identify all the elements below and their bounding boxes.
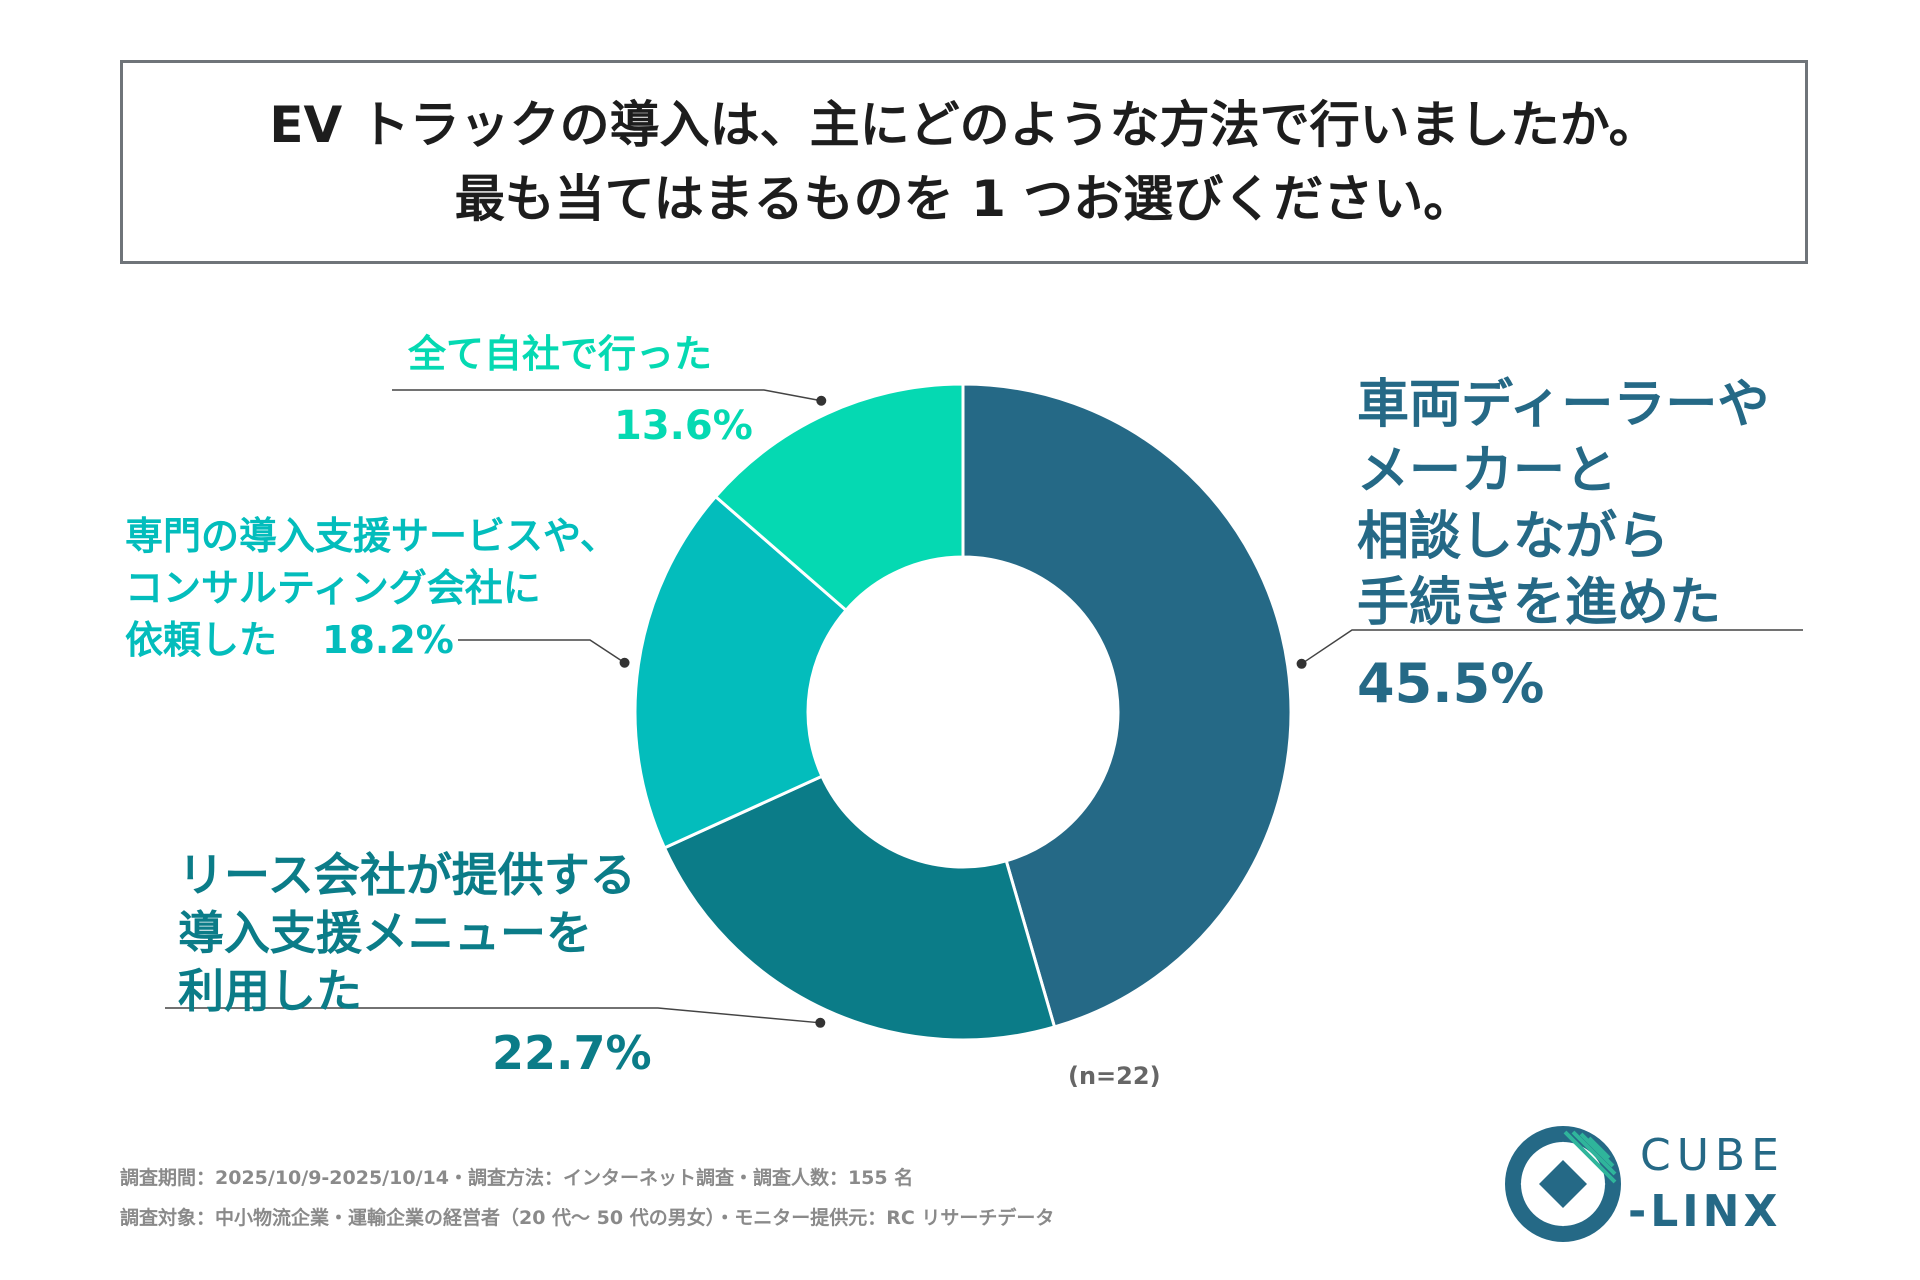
logo-text-cube: CUBE xyxy=(1640,1130,1785,1181)
slice-label-leasing: リース会社が提供する 導入支援メニューを 利用した xyxy=(178,846,636,1020)
question-title-line-1: EV トラックの導入は、主にどのような方法で行いましたか。 xyxy=(269,96,1659,154)
slice-label-dealer-line: 車両ディーラーや xyxy=(1357,375,1770,435)
donut-slice-dealer xyxy=(961,382,1293,1029)
slice-value-leasing: 22.7% xyxy=(492,1026,652,1080)
leader-line-inhouse xyxy=(392,389,822,402)
logo-text-linx: -LINX xyxy=(1628,1186,1782,1237)
slice-label-consulting-line: 依頼した xyxy=(125,618,278,662)
leader-line-inhouse-dot xyxy=(816,395,827,406)
leader-line-dealer-dot xyxy=(1296,658,1307,669)
slice-value-inhouse: 13.6% xyxy=(614,403,753,449)
leader-line-consulting xyxy=(458,639,625,664)
slice-label-leasing-line: 利用した xyxy=(178,964,362,1018)
question-title-box: EV トラックの導入は、主にどのような方法で行いましたか。 最も当てはまるものを… xyxy=(120,60,1808,264)
slice-label-leasing-line: リース会社が提供する xyxy=(178,848,636,902)
slice-label-consulting-line: コンサルティング会社に xyxy=(125,566,541,610)
slice-label-dealer-line: 手続きを進めた xyxy=(1357,573,1722,633)
logo-mark-icon xyxy=(1505,1126,1621,1242)
leader-line-leasing-dot xyxy=(815,1017,826,1028)
slice-label-dealer-line: 相談しながら xyxy=(1357,507,1670,567)
slice-label-consulting-line: 専門の導入支援サービスや、 xyxy=(125,514,618,558)
donut-slice-consulting xyxy=(633,494,849,850)
footer-survey-period: 調査期間：2025/10/9-2025/10/14・調査方法：インターネット調査… xyxy=(120,1167,914,1189)
leader-lines xyxy=(165,389,1803,1028)
donut-slice-inhouse xyxy=(713,382,965,613)
slice-value-dealer: 45.5% xyxy=(1357,652,1545,715)
slice-value-consulting: 18.2% xyxy=(322,618,454,662)
slice-label-inhouse: 全て自社で行った xyxy=(408,332,713,376)
slice-label-leasing-line: 導入支援メニューを xyxy=(178,906,592,960)
question-title-line-2: 最も当てはまるものを 1 つお選びください。 xyxy=(454,170,1474,228)
slice-label-dealer: 車両ディーラーや メーカーと 相談しながら 手続きを進めた xyxy=(1357,372,1769,636)
leader-line-consulting-dot xyxy=(619,657,630,668)
donut-slices xyxy=(633,382,1293,1042)
leader-line-dealer xyxy=(1301,629,1803,665)
donut-slice-leasing xyxy=(662,774,1057,1042)
slice-label-consulting: 専門の導入支援サービスや、 コンサルティング会社に 依頼した xyxy=(125,510,618,666)
footer-survey-target: 調査対象：中小物流企業・運輸企業の経営者（20 代～ 50 代の男女）・モニター… xyxy=(120,1207,1055,1229)
leader-line-leasing xyxy=(165,1007,821,1024)
slice-label-dealer-line: メーカーと xyxy=(1357,441,1618,501)
sample-size-label: (n=22) xyxy=(1068,1062,1161,1090)
